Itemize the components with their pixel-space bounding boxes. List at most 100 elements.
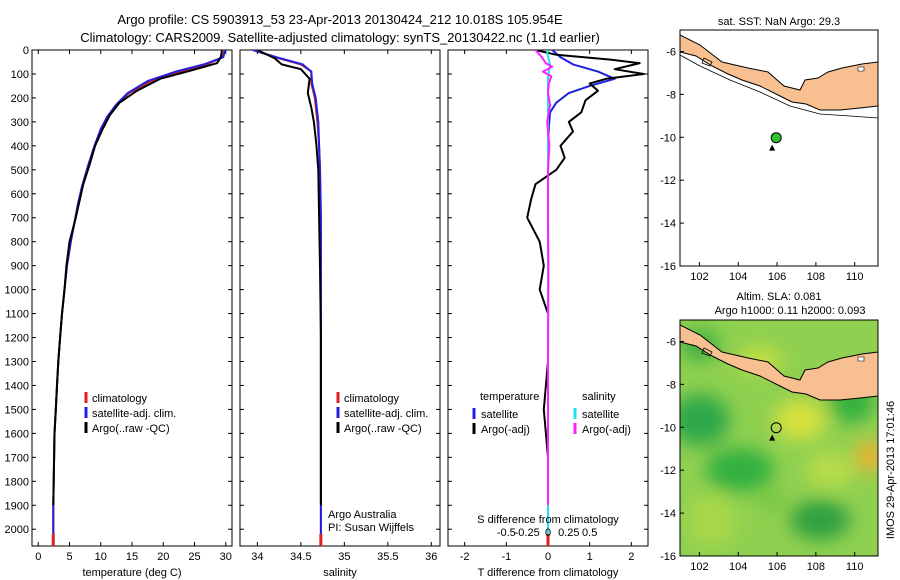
temperature-xtick-label: 20 [157,551,169,563]
map-ytick-label: -14 [660,508,676,520]
depth-tick-label: 1800 [5,476,29,488]
map-xtick-label: 102 [690,561,708,573]
figure-title: Argo profile: CS 5903913_53 23-Apr-2013 … [117,12,563,27]
map-ytick-label: -10 [660,422,676,434]
sst-profile-triangle [769,144,776,151]
depth-tick-label: 1600 [5,428,29,440]
difference-legend-left-label: satellite [481,409,518,421]
sla-map-island-contour [701,347,713,357]
salinity-xtick-label: 35.5 [377,551,398,563]
map-ytick-label: -12 [660,465,676,477]
depth-tick-label: 600 [11,189,29,201]
map-xtick-label: 110 [846,271,864,283]
salinity-xtick-label: 34.5 [290,551,311,563]
difference-xlabel: T difference from climatology [478,567,619,579]
depth-tick-label: 1100 [5,309,29,321]
salinity-xtick-label: 34 [251,551,263,563]
map-xtick-label: 108 [807,271,825,283]
map-xtick-label: 104 [729,271,747,283]
difference-s-tick-label: 0.25 [558,527,579,539]
temperature-legend-label: satellite-adj. clim. [92,408,176,420]
map-ytick-label: -16 [660,551,676,563]
map-ytick-label: -16 [660,261,676,273]
temperature-frame [31,49,233,547]
map-xtick-label: 106 [768,271,786,283]
depth-tick-label: 200 [11,93,29,105]
salinity-annotation-line-1: Argo Australia [328,509,397,521]
depth-tick-label: 300 [11,117,29,129]
temperature-xtick-label: 5 [66,551,72,563]
depth-tick-label: 900 [11,261,29,273]
difference-xtick-label: -2 [460,551,470,563]
map-xtick-label: 106 [768,561,786,573]
salinity-legend-label: satellite-adj. clim. [344,408,428,420]
sla-map-title-2: Argo h1000: 0.11 h2000: 0.093 [715,305,866,317]
difference-xtick-label: -1 [501,551,511,563]
temperature-xtick-label: 30 [220,551,232,563]
temperature-legend-label: Argo(..raw -QC) [92,423,170,435]
map-xtick-label: 108 [807,561,825,573]
salinity-xtick-label: 36 [425,551,437,563]
sla-map: Altim. SLA: 0.081 Argo h1000: 0.11 h2000… [660,291,879,573]
salinity-legend-label: climatology [344,393,400,405]
temperature-series-2 [52,50,223,506]
depth-tick-label: 1300 [5,356,29,368]
difference-s-tick-label: -0.5 [497,527,516,539]
map-ytick-label: -8 [666,89,676,101]
temperature-xtick-label: 0 [35,551,41,563]
depth-tick-label: 400 [11,141,29,153]
sst-map-contour [680,54,878,119]
map-ytick-label: -14 [660,218,676,230]
depth-tick-label: 800 [11,237,29,249]
figure-subtitle: Climatology: CARS2009. Satellite-adjuste… [80,30,600,45]
sla-map-title-1: Altim. SLA: 0.081 [737,291,822,303]
difference-series-1 [526,50,645,506]
difference-series-3 [534,50,554,506]
map-ytick-label: -6 [666,46,676,58]
difference-xtick-label: 1 [587,551,593,563]
temperature-panel: 0100200300400500600700800900100011001200… [5,45,233,579]
difference-panel: -2 -1 0 1 2 T difference from climatology -0.5… [447,49,649,579]
temperature-xtick-label: 25 [188,551,200,563]
difference-legend-right-label: Argo(-adj) [582,424,631,436]
difference-legend-left-label: Argo(-adj) [481,424,530,436]
depth-tick-label: 1200 [5,333,29,345]
salinity-xtick-label: 35 [338,551,350,563]
difference-s-xlabel: S difference from climatology [477,514,619,526]
sla-map-islet [857,356,865,362]
temperature-xtick-label: 10 [95,551,107,563]
depth-tick-label: 1500 [5,404,29,416]
depth-tick-label: 100 [11,69,29,81]
difference-xtick-label: 2 [628,551,634,563]
depth-tick-label: 1000 [5,285,29,297]
salinity-annotation-line-2: PI: Susan Wijffels [328,522,414,534]
depth-tick-label: 0 [23,45,29,57]
map-ytick-label: -6 [666,336,676,348]
depth-tick-label: 2000 [5,524,29,536]
salinity-series-2 [256,50,322,506]
temperature-xtick-label: 15 [126,551,138,563]
temperature-legend-label: climatology [92,393,148,405]
sst-map-land [680,34,878,111]
sst-map-island-contour [701,57,713,67]
temperature-xlabel: temperature (deg C) [82,567,181,579]
sst-map: sat. SST: NaN Argo: 29.3 102 104 106 108 110… [660,16,879,283]
depth-tick-label: 500 [11,165,29,177]
temperature-series-group [52,50,227,542]
difference-s-tick-label: 0.5 [582,527,597,539]
sst-map-frame [679,29,879,267]
difference-xtick-label: 0 [545,551,551,563]
salinity-legend-label: Argo(..raw -QC) [344,423,422,435]
difference-legend-left-title: temperature [480,391,539,403]
sla-map-frame [679,319,879,557]
map-ytick-label: -12 [660,175,676,187]
salinity-series-group [252,50,322,542]
salinity-xlabel: salinity [323,567,357,579]
depth-tick-label: 1400 [5,380,29,392]
sla-map-axes: 102 104 106 108 110 -6 -8 -10 -12 -14 -16 [660,336,863,573]
salinity-frame [239,49,441,547]
sst-profile-marker [770,132,782,144]
map-xtick-label: 102 [690,271,708,283]
